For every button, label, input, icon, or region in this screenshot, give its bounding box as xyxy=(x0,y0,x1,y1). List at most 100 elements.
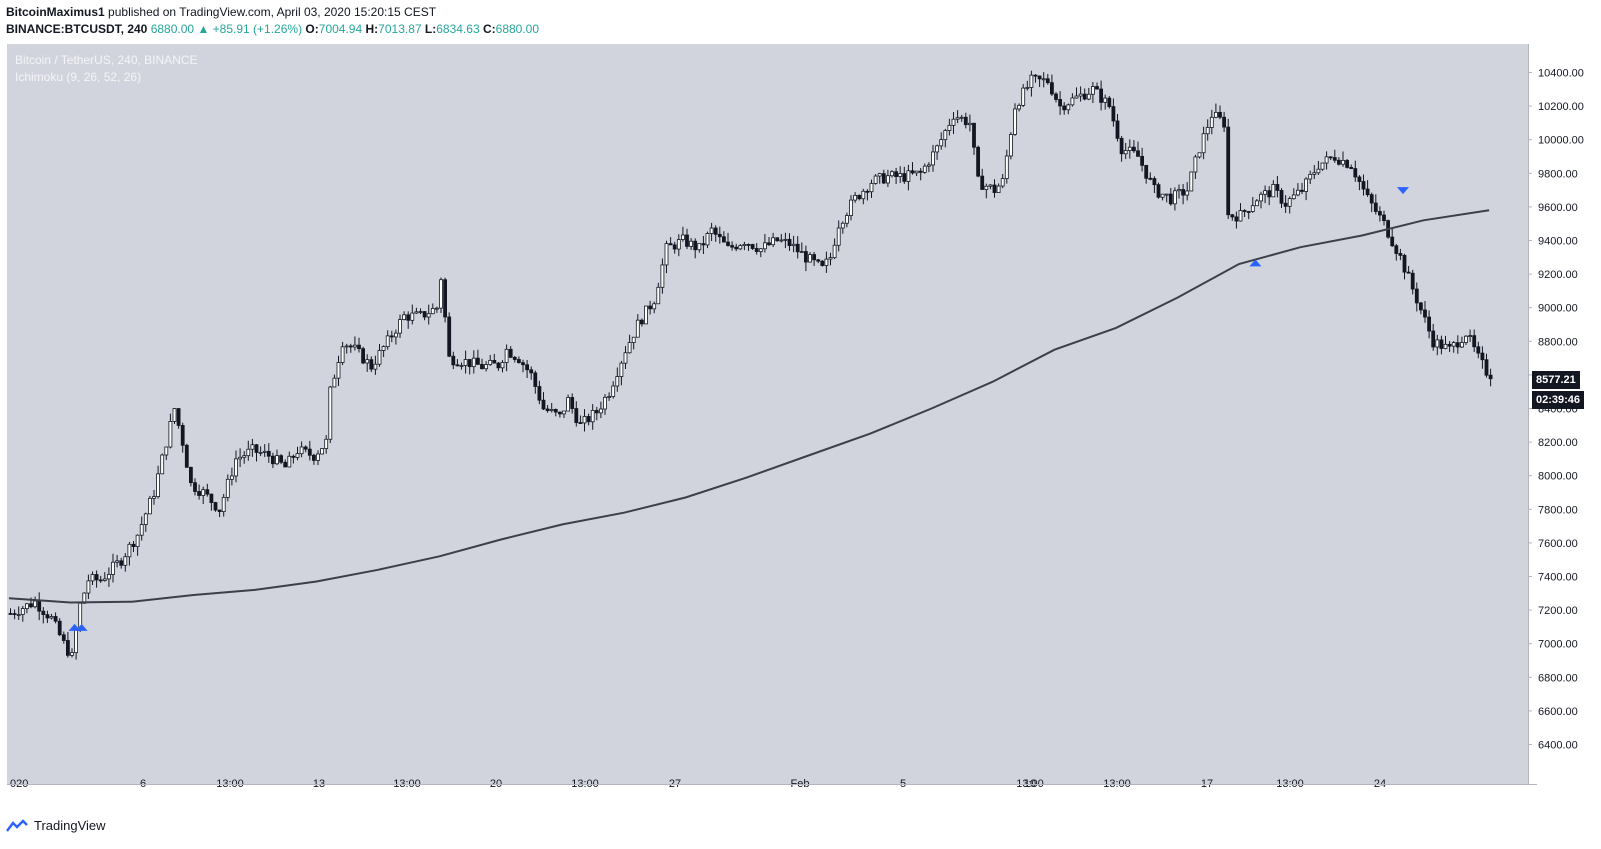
price-tick-label: 10400.00 xyxy=(1538,68,1584,80)
candle-body xyxy=(1488,374,1493,380)
candle-body xyxy=(217,509,222,513)
price-tick-label: 6800.00 xyxy=(1538,672,1578,684)
candle-body xyxy=(152,496,156,499)
candle-body xyxy=(1045,78,1050,84)
candle-body xyxy=(713,227,718,235)
candle-body xyxy=(562,410,566,415)
candle-body xyxy=(475,357,480,365)
candle-body xyxy=(963,116,968,126)
candle-body xyxy=(709,227,714,234)
author-name[interactable]: BitcoinMaximus1 xyxy=(6,5,105,19)
candle-body xyxy=(1230,214,1235,218)
candle-body xyxy=(861,190,866,200)
candle-body xyxy=(902,173,907,182)
candle-body xyxy=(1423,309,1427,318)
candle-body xyxy=(681,234,685,240)
sell-signal-arrow-icon xyxy=(1397,187,1409,195)
price-tick-label: 10200.00 xyxy=(1538,101,1584,113)
candle-body xyxy=(1218,111,1222,118)
candle-body xyxy=(611,385,616,397)
price-tick-label: 6600.00 xyxy=(1538,706,1578,718)
candle-body xyxy=(221,497,226,513)
candle-body xyxy=(578,422,583,424)
candle-body xyxy=(37,600,42,612)
candle-body xyxy=(849,199,853,216)
candle-body xyxy=(1013,108,1017,135)
candle-body xyxy=(824,258,829,266)
candle-body xyxy=(12,613,17,615)
candle-body xyxy=(402,314,407,320)
candle-body xyxy=(1037,75,1042,80)
candle-body xyxy=(303,446,308,450)
candle-body xyxy=(1029,74,1034,88)
price-tick-label: 7800.00 xyxy=(1538,504,1578,516)
candle-body xyxy=(311,454,316,461)
candle-body xyxy=(935,145,939,153)
candle-body xyxy=(734,246,739,250)
candle-body xyxy=(517,359,521,364)
candle-body xyxy=(1222,116,1226,128)
candle-body xyxy=(1427,316,1431,332)
price-tick-label: 8200.00 xyxy=(1538,437,1578,449)
candle-body xyxy=(361,348,366,364)
candle-body xyxy=(135,534,140,547)
candle-body xyxy=(332,377,337,388)
candle-body xyxy=(1267,190,1272,198)
candle-body xyxy=(1345,160,1349,168)
header-publish-line: BitcoinMaximus1 published on TradingView… xyxy=(6,5,436,19)
candle-body xyxy=(607,396,611,398)
price-tick-label: 7600.00 xyxy=(1538,538,1578,550)
candle-body xyxy=(139,524,144,536)
candle-body xyxy=(1378,211,1382,216)
candle-body xyxy=(193,482,197,492)
candle-body xyxy=(1369,194,1374,204)
candle-body xyxy=(1255,200,1259,207)
candle-body xyxy=(291,455,296,458)
price-tick-label: 8800.00 xyxy=(1538,336,1578,348)
change-value: +85.91 (+1.26%) xyxy=(212,22,303,36)
candle-body xyxy=(287,455,292,468)
footer-brand[interactable]: TradingView xyxy=(6,818,106,833)
candle-body xyxy=(623,352,628,364)
candle-body xyxy=(389,335,394,338)
candle-body xyxy=(1349,167,1354,169)
chart-plot-area[interactable] xyxy=(7,44,1528,784)
candle-body xyxy=(631,336,636,343)
candle-body xyxy=(447,316,452,357)
candle-body xyxy=(102,578,107,581)
brand-name: TradingView xyxy=(34,818,106,833)
last-price: 6880.00 xyxy=(150,22,195,36)
candle-body xyxy=(1468,335,1472,337)
candle-body xyxy=(1177,189,1181,192)
candle-body xyxy=(1107,97,1112,107)
candle-body xyxy=(701,243,706,246)
candle-body xyxy=(484,364,489,370)
candle-body xyxy=(1398,253,1403,256)
candle-body xyxy=(307,448,312,456)
candle-body xyxy=(1447,343,1452,347)
candle-body xyxy=(488,359,493,365)
candle-body xyxy=(1443,343,1448,349)
candle-body xyxy=(107,574,111,580)
candle-body xyxy=(795,243,800,253)
candle-body xyxy=(1382,214,1386,221)
candle-body xyxy=(619,362,624,377)
candle-body xyxy=(894,171,898,177)
candle-body xyxy=(1127,146,1132,151)
candle-body xyxy=(127,543,132,558)
candle-body xyxy=(1414,288,1419,304)
candle-body xyxy=(209,493,214,503)
candle-body xyxy=(184,444,189,468)
candle-body xyxy=(381,346,386,351)
candle-body xyxy=(1332,157,1337,161)
candle-body xyxy=(299,446,304,455)
candle-body xyxy=(41,610,46,615)
price-tick-label: 6400.00 xyxy=(1538,740,1578,752)
candle-body xyxy=(414,311,419,314)
price-tick-label: 9600.00 xyxy=(1538,202,1578,214)
candle-body xyxy=(898,173,903,177)
candle-body xyxy=(521,362,525,366)
candle-body xyxy=(164,446,169,456)
candle-body xyxy=(143,513,148,525)
